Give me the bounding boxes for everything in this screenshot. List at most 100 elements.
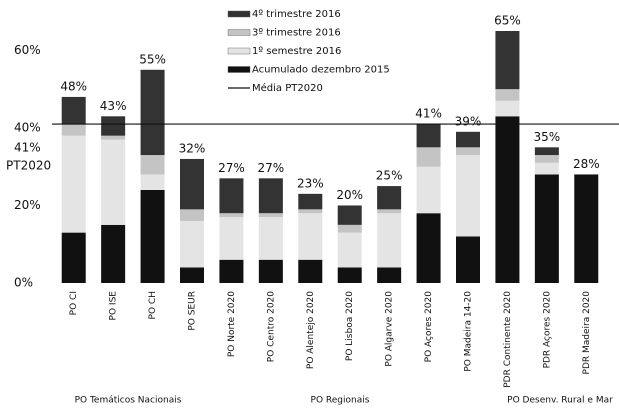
bar-segment [180, 220, 204, 268]
bar-segment [61, 124, 86, 136]
bar-segment [101, 224, 126, 283]
bar-segment [180, 158, 204, 210]
reference-note: PT2020 [6, 159, 51, 173]
bar-segment [258, 178, 283, 214]
y-tick-label: 40% [14, 120, 41, 134]
bar-segment [416, 166, 441, 214]
legend-swatch [227, 47, 251, 55]
bar-segment [456, 147, 480, 156]
bar-segment [337, 267, 362, 283]
x-tick-label: PO ISE [109, 291, 119, 321]
bar-segment [377, 209, 402, 214]
bar-segment [416, 213, 441, 283]
bar-segment [101, 135, 126, 140]
x-tick-label: PO Centro 2020 [266, 291, 276, 362]
bar-segment [495, 100, 520, 117]
bar-segment [534, 174, 559, 283]
legend-label: 3º trimestre 2016 [252, 28, 341, 39]
total-label: 28% [573, 157, 600, 171]
bar-segment [219, 259, 244, 283]
y-tick-label: 20% [14, 198, 41, 212]
bar-segment [61, 96, 86, 125]
total-label: 20% [336, 188, 363, 202]
bar-segment [377, 213, 402, 268]
bar-segment [61, 135, 86, 233]
x-tick-label: PO Madeira 14-20 [464, 291, 474, 372]
bar-segment [219, 178, 244, 214]
x-tick-label: PO CI [69, 291, 79, 315]
total-label: 39% [455, 114, 482, 128]
total-label: 23% [297, 176, 324, 190]
bar-segment [495, 89, 520, 101]
group-label: PO Desenv. Rural e Mar [507, 396, 613, 406]
x-tick-label: PDR Continente 2020 [503, 291, 513, 388]
reference-label: 41% [14, 141, 41, 155]
total-label: 25% [376, 169, 403, 183]
total-label: 48% [60, 79, 87, 93]
bar-segment [574, 174, 599, 283]
bar-segment [258, 259, 283, 283]
bar-segment [140, 155, 165, 175]
bar-segment [337, 232, 362, 268]
bar-segment [101, 139, 126, 225]
legend-label: 4º trimestre 2016 [252, 9, 341, 20]
bar-segment [61, 232, 86, 283]
group-label: PO Regionais [311, 396, 370, 406]
total-label: 41% [415, 107, 442, 121]
y-tick-label: 0% [14, 276, 33, 290]
bar-segment [298, 213, 323, 260]
bar-segment [219, 217, 244, 260]
bar-segment [416, 147, 441, 167]
bar-segment [140, 189, 165, 283]
legend-swatch [227, 66, 251, 73]
bar-segment [456, 155, 480, 237]
x-tick-label: PDR Açores 2020 [542, 291, 552, 369]
x-tick-label: PO Lisboa 2020 [345, 291, 355, 361]
total-label: 27% [218, 161, 245, 175]
bar-segment [337, 205, 362, 225]
bar-segment [495, 116, 520, 284]
bar-segment [456, 131, 480, 148]
x-tick-label: PO CH [148, 291, 158, 319]
bar-segment [258, 213, 283, 218]
bar-segment [534, 162, 559, 175]
bar-segment [298, 193, 323, 210]
bar-segment [495, 31, 520, 90]
bar-segment [416, 124, 441, 148]
bar-segment [180, 209, 204, 221]
x-tick-label: PO Açores 2020 [424, 291, 434, 363]
total-label: 65% [494, 14, 521, 28]
bar-segment [180, 267, 204, 283]
bar-segment [456, 236, 480, 283]
bar-segment [534, 155, 559, 163]
bar-segment [377, 267, 402, 283]
total-label: 55% [139, 52, 166, 66]
total-label: 43% [100, 99, 127, 113]
x-tick-label: PO SEUR [188, 291, 198, 331]
bar-segment [258, 217, 283, 260]
x-tick-label: PO Alentejo 2020 [306, 291, 316, 369]
total-label: 27% [258, 161, 285, 175]
bar-segment [337, 224, 362, 233]
bar-segment [298, 209, 323, 214]
legend-swatch [227, 10, 251, 18]
bar-segment [534, 147, 559, 156]
group-label: PO Temáticos Nacionais [75, 396, 182, 406]
x-tick-label: PDR Madeira 2020 [582, 291, 592, 375]
total-label: 35% [534, 130, 561, 144]
x-tick-label: PO Algarve 2020 [385, 291, 395, 367]
y-tick-label: 60% [14, 43, 41, 57]
total-label: 32% [179, 141, 206, 155]
bar-segment [140, 69, 165, 156]
legend-label: Acumulado dezembro 2015 [252, 65, 390, 76]
bar-segment [377, 186, 402, 210]
legend-swatch [227, 29, 251, 36]
x-tick-label: PO Norte 2020 [227, 291, 237, 357]
bar-segment [298, 259, 323, 283]
bar-segment [101, 116, 126, 136]
legend-label: 1º semestre 2016 [252, 46, 341, 57]
bar-segment [140, 174, 165, 190]
bar-segment [219, 213, 244, 218]
legend-label: Média PT2020 [252, 82, 323, 94]
